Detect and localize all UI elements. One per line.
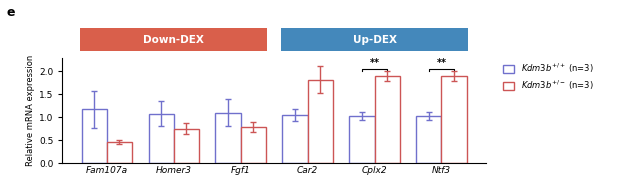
Text: e: e <box>6 6 15 19</box>
Bar <box>374 76 400 163</box>
Text: Up-DEX: Up-DEX <box>353 35 396 45</box>
Bar <box>281 28 468 51</box>
Bar <box>148 114 174 163</box>
Legend: $Kdm3b^{+/+}$ (n=3), $Kdm3b^{+/-}$ (n=3): $Kdm3b^{+/+}$ (n=3), $Kdm3b^{+/-}$ (n=3) <box>503 62 594 92</box>
Bar <box>282 115 308 163</box>
Bar <box>308 80 333 163</box>
Bar <box>107 142 132 163</box>
Bar <box>350 116 374 163</box>
Bar <box>416 116 442 163</box>
Text: Down-DEX: Down-DEX <box>143 35 204 45</box>
Y-axis label: Relative mRNA expression: Relative mRNA expression <box>26 55 35 166</box>
Bar <box>216 113 240 163</box>
Bar <box>442 76 467 163</box>
Text: **: ** <box>437 58 447 68</box>
Bar <box>82 109 107 163</box>
Bar <box>174 129 199 163</box>
Bar <box>80 28 267 51</box>
Text: **: ** <box>369 58 379 68</box>
Bar <box>240 127 266 163</box>
